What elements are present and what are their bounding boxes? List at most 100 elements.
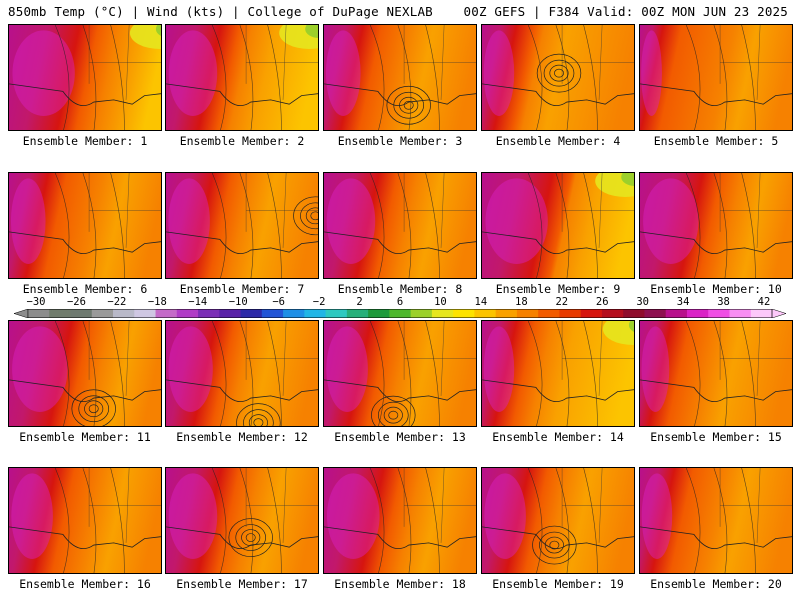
height-contour — [54, 25, 70, 130]
colorbar-min-arrow — [14, 309, 29, 318]
state-borders — [561, 173, 634, 248]
height-contour — [54, 321, 70, 426]
colorbar-swatch — [516, 309, 539, 318]
coastline — [166, 526, 318, 549]
low-pressure-contour — [532, 525, 577, 565]
height-contour — [425, 321, 440, 426]
colorbar-swatch — [240, 309, 263, 318]
ensemble-member-label: Ensemble Member: 2 — [179, 134, 305, 148]
state-borders — [88, 468, 161, 543]
heat-core — [12, 326, 68, 412]
state-borders — [245, 25, 318, 100]
colorbar-tick-label: 30 — [636, 296, 649, 308]
colorbar-tick-label: 18 — [515, 296, 528, 308]
colorbar-tick-label: 42 — [757, 296, 771, 308]
colorbar-swatch — [559, 309, 582, 318]
coastline — [640, 231, 792, 254]
colorbar-tick-label: 34 — [676, 296, 690, 308]
colorbar-tick-label: 38 — [717, 296, 730, 308]
low-pressure-contour — [549, 540, 560, 550]
temperature-map — [640, 173, 792, 278]
colorbar-swatch — [219, 309, 242, 318]
state-borders — [403, 25, 476, 100]
height-contour — [741, 468, 756, 573]
colorbar-tick-label: −22 — [107, 296, 127, 308]
temperature-map — [9, 173, 161, 278]
colorbar-tick-label: 14 — [474, 296, 488, 308]
height-contour — [54, 173, 70, 278]
heat-core — [326, 326, 368, 412]
temperature-field — [166, 173, 318, 278]
colorbar-tick-label: −14 — [188, 296, 208, 308]
temperature-field — [324, 173, 476, 278]
heat-core — [641, 30, 662, 116]
ensemble-member-label: Ensemble Member: 3 — [337, 134, 463, 148]
colorbar-swatch — [644, 309, 667, 318]
ensemble-panel — [481, 172, 635, 279]
ensemble-panel — [639, 467, 793, 574]
height-contour — [425, 468, 440, 573]
height-contour — [583, 25, 598, 130]
header-title: 850mb Temp (°C) | Wind (kts) | College o… — [8, 4, 433, 19]
height-contour — [211, 25, 227, 130]
heat-core — [168, 178, 210, 264]
low-pressure-contour — [305, 207, 318, 225]
low-pressure-contour — [386, 85, 431, 125]
height-contour — [583, 173, 598, 278]
temperature-field — [166, 468, 318, 573]
colorbar-tick-label: −10 — [228, 296, 248, 308]
heat-core — [325, 30, 361, 116]
low-pressure-contour — [403, 100, 414, 110]
ensemble-panel — [8, 320, 162, 427]
temperature-field — [324, 468, 476, 573]
low-pressure-contour — [78, 395, 109, 423]
temperature-field — [324, 321, 476, 426]
state-borders — [245, 468, 318, 543]
cool-area — [305, 25, 318, 38]
temperature-field — [482, 321, 634, 426]
state-borders — [719, 173, 792, 248]
height-contour — [527, 321, 543, 426]
height-contour — [239, 173, 254, 278]
low-pressure-contour — [549, 64, 569, 82]
height-contour — [369, 468, 385, 573]
state-borders — [403, 173, 476, 248]
height-contour — [397, 173, 412, 278]
height-contour — [267, 321, 282, 426]
low-pressure-contour — [543, 59, 575, 87]
coastline — [166, 83, 318, 106]
low-pressure-contour — [536, 53, 582, 93]
height-contour — [527, 468, 543, 573]
ensemble-panel — [639, 320, 793, 427]
temperature-map — [482, 468, 634, 573]
ensemble-member-label: Ensemble Member: 7 — [179, 282, 305, 296]
colorbar-swatch — [453, 309, 475, 318]
temperature-map — [482, 173, 634, 278]
height-contour — [239, 468, 254, 573]
height-contour — [110, 25, 125, 130]
colorbar-tick-label: 26 — [595, 296, 609, 308]
temperature-field — [9, 321, 161, 426]
height-contour — [267, 173, 282, 278]
height-contour — [369, 25, 385, 130]
heat-core — [326, 473, 380, 559]
heat-core — [641, 326, 670, 412]
low-pressure-contour — [241, 529, 261, 546]
height-contour — [527, 25, 543, 130]
colorbar-tick-label: −26 — [66, 296, 86, 308]
colorbar-swatch — [729, 309, 752, 318]
height-contour — [555, 321, 570, 426]
height-contour — [555, 468, 570, 573]
coastline — [166, 231, 318, 254]
temperature-field — [640, 173, 792, 278]
ensemble-panel — [165, 24, 319, 131]
ensemble-member-label: Ensemble Member: 10 — [650, 282, 782, 296]
temperature-map — [640, 468, 792, 573]
temperature-field — [640, 321, 792, 426]
heat-core — [483, 326, 515, 412]
state-borders — [88, 321, 161, 396]
colorbar-swatch — [538, 309, 560, 318]
ensemble-member-label: Ensemble Member: 19 — [492, 577, 624, 591]
height-contour — [82, 468, 97, 573]
ensemble-member-label: Ensemble Member: 8 — [337, 282, 463, 296]
